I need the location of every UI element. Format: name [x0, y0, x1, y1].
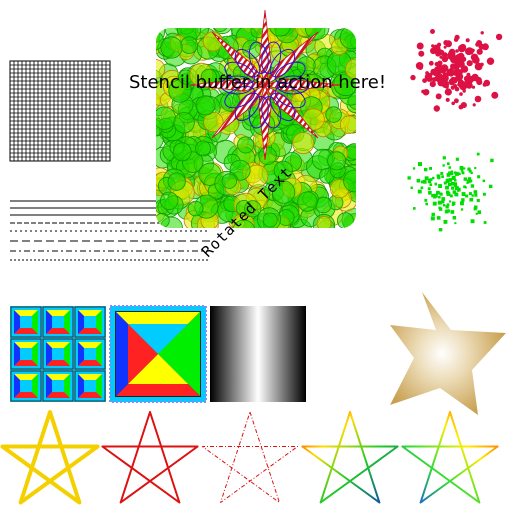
pyramid-square	[109, 305, 207, 403]
tiled-pattern	[10, 306, 106, 402]
star-outlines	[0, 410, 499, 505]
bubble-cluster	[156, 28, 356, 228]
gradient-star	[390, 292, 506, 415]
stencil-text: Stencil buffer in action here!	[129, 72, 387, 93]
grid-pattern	[9, 60, 111, 162]
red-splatter	[410, 29, 503, 112]
gray-gradient	[210, 306, 306, 402]
flower-star	[189, 9, 341, 161]
green-splatter	[407, 152, 494, 232]
